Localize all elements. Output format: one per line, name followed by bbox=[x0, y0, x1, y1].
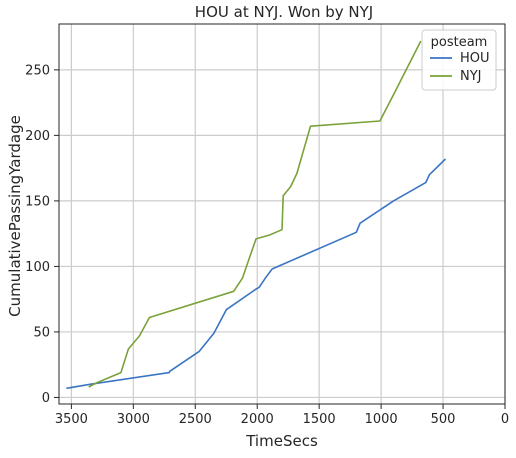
x-tick-label: 2000 bbox=[241, 412, 274, 427]
legend-box bbox=[421, 29, 497, 91]
x-tick-label: 0 bbox=[501, 412, 509, 427]
series-line-nyj bbox=[88, 40, 422, 388]
x-tick-label: 3500 bbox=[55, 412, 88, 427]
y-tick-label: 50 bbox=[33, 325, 50, 340]
y-tick-label: 250 bbox=[25, 63, 50, 78]
legend-label-hou: HOU bbox=[460, 51, 490, 66]
y-axis-label: CumulativePassingYardage bbox=[6, 115, 24, 317]
y-tick-label: 0 bbox=[42, 391, 50, 406]
x-tick-label: 3000 bbox=[117, 412, 150, 427]
chart-title: HOU at NYJ. Won by NYJ bbox=[195, 3, 373, 21]
series-line-hou bbox=[66, 158, 447, 390]
series-lines bbox=[66, 40, 447, 390]
x-tick-label: 2500 bbox=[179, 412, 212, 427]
legend-label-nyj: NYJ bbox=[460, 69, 482, 84]
y-tick-label: 150 bbox=[25, 194, 50, 209]
y-tick-label: 100 bbox=[25, 260, 50, 275]
x-axis-label: TimeSecs bbox=[245, 432, 318, 450]
x-tick-label: 1000 bbox=[365, 412, 398, 427]
legend-title: posteam bbox=[431, 35, 488, 50]
x-tick-label: 500 bbox=[431, 412, 456, 427]
legend: posteam HOU NYJ bbox=[421, 29, 497, 91]
x-tick-label: 1500 bbox=[303, 412, 336, 427]
y-tick-label: 200 bbox=[25, 129, 50, 144]
legend-items: HOU NYJ bbox=[430, 51, 490, 84]
axis-ticks: 3500 3000 2500 2000 1500 1000 500 0 0 50 100 150 200… bbox=[25, 63, 509, 427]
plot-frame bbox=[58, 23, 506, 405]
